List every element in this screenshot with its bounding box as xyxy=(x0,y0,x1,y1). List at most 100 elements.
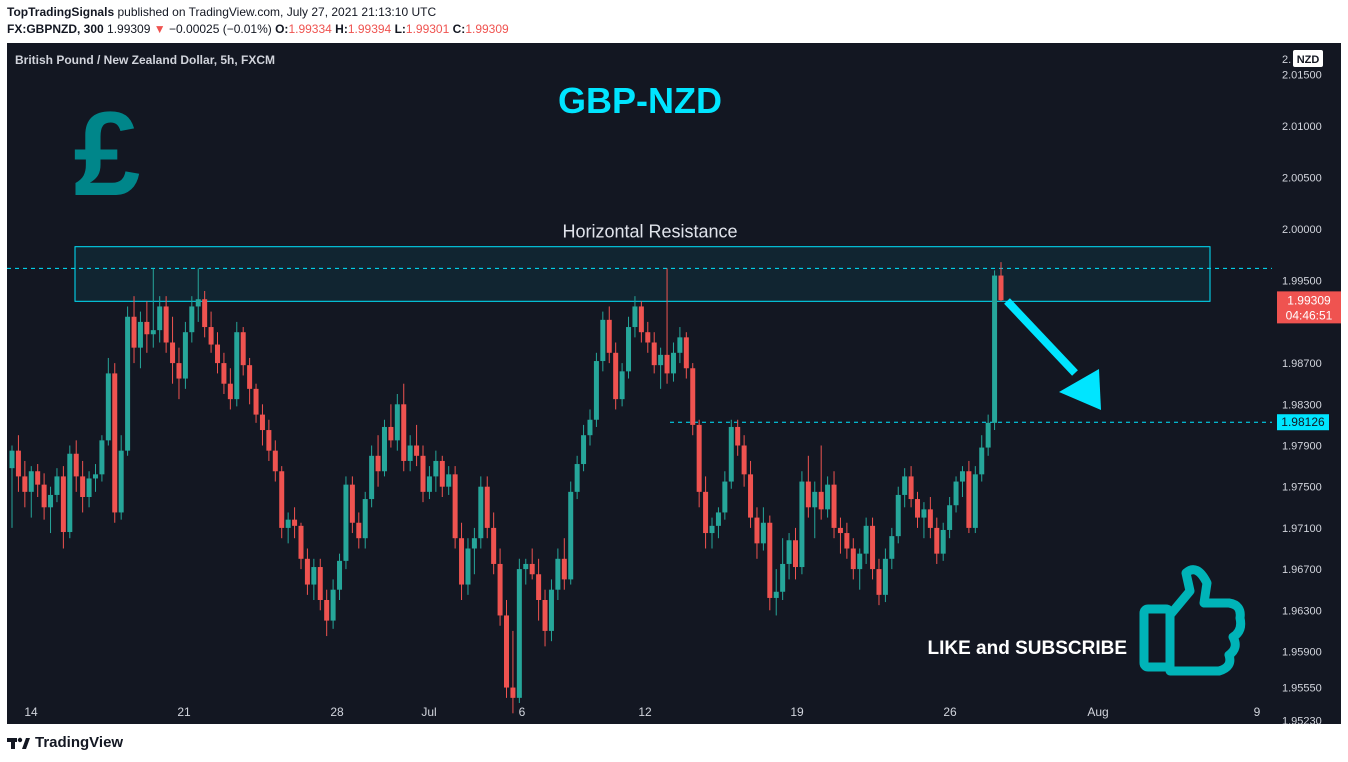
resistance-zone[interactable] xyxy=(74,246,1211,302)
candle xyxy=(844,522,850,559)
candle xyxy=(606,306,612,364)
candle xyxy=(362,491,368,549)
time-axis[interactable]: 14 21 28 Jul 6 12 19 26 Aug 9 xyxy=(24,705,1260,719)
countdown-label: 04:46:51 xyxy=(1286,308,1333,322)
candle xyxy=(298,522,304,570)
candle xyxy=(112,363,118,523)
candle xyxy=(542,589,548,647)
time-tick-label: Aug xyxy=(1087,705,1108,719)
price-tick-label: 1.95900 xyxy=(1282,647,1322,659)
candle xyxy=(67,445,73,539)
candle xyxy=(831,471,837,539)
chart-panel[interactable]: £ GBP-NZD British Pound / New Zealand Do… xyxy=(7,43,1341,728)
candle xyxy=(28,466,34,518)
symbol-label: FX:GBPNZD, 300 xyxy=(7,22,104,36)
candle xyxy=(818,445,824,520)
candle xyxy=(452,466,458,549)
candle xyxy=(491,512,497,575)
candle xyxy=(304,548,310,595)
time-tick-label: 19 xyxy=(790,705,804,719)
currency-badge[interactable] xyxy=(1293,50,1323,67)
time-tick-label: Jul xyxy=(421,705,436,719)
candle xyxy=(748,460,754,528)
candle xyxy=(22,460,28,508)
publisher-name[interactable]: TopTradingSignals xyxy=(7,5,115,19)
candle xyxy=(581,424,587,472)
published-text: published on TradingView.com, July 27, 2… xyxy=(117,5,437,19)
candle xyxy=(754,507,760,559)
candle xyxy=(478,476,484,549)
price-tick-label: 2.01000 xyxy=(1282,121,1322,133)
last-price-tag: 1.99309 04:46:51 xyxy=(1277,291,1341,324)
price-tick-label: 1.95550 xyxy=(1282,683,1322,695)
candle xyxy=(921,502,927,539)
candle xyxy=(940,522,946,561)
candle xyxy=(780,538,786,600)
candle xyxy=(484,476,490,539)
change-arrow-icon: ▼ xyxy=(153,22,166,36)
candle xyxy=(433,450,439,492)
candle xyxy=(266,419,272,461)
tradingview-logo[interactable]: TradingView xyxy=(7,734,123,751)
candle xyxy=(144,301,150,353)
candle xyxy=(137,311,143,369)
candle xyxy=(208,311,214,353)
candle xyxy=(215,332,221,374)
candle xyxy=(343,476,349,570)
candle xyxy=(587,409,593,446)
candle xyxy=(632,296,638,338)
candle xyxy=(234,321,240,407)
candle xyxy=(895,486,901,544)
candle xyxy=(15,435,21,492)
candle xyxy=(593,352,599,427)
candle xyxy=(677,327,683,364)
candle xyxy=(401,383,407,472)
candle xyxy=(388,404,394,448)
candle xyxy=(253,383,259,423)
candle xyxy=(953,476,959,513)
candle xyxy=(645,321,651,353)
candle xyxy=(889,527,895,570)
price-tick-label: 1.96300 xyxy=(1282,605,1322,617)
time-tick-label: 21 xyxy=(177,705,191,719)
candle xyxy=(311,558,317,600)
candle xyxy=(394,394,400,451)
candle xyxy=(510,630,516,714)
candle xyxy=(600,311,606,372)
tradingview-icon xyxy=(7,737,30,749)
resistance-label: Horizontal Resistance xyxy=(562,222,737,242)
candle xyxy=(548,579,554,642)
price-chart[interactable]: £ GBP-NZD British Pound / New Zealand Do… xyxy=(7,43,1341,728)
candle xyxy=(182,321,188,389)
target-price-label: 1.98126 xyxy=(1281,415,1325,429)
candle xyxy=(516,558,522,703)
price-tick-label: 1.96700 xyxy=(1282,564,1322,576)
candle xyxy=(651,332,657,374)
candle xyxy=(157,296,163,343)
candle xyxy=(272,440,278,482)
like-subscribe-text: LIKE and SUBSCRIBE xyxy=(927,638,1127,659)
close-value: 1.99309 xyxy=(465,22,509,36)
candle xyxy=(330,579,336,629)
candle xyxy=(356,512,362,549)
change-value: −0.00025 (−0.01%) xyxy=(169,22,272,36)
candle xyxy=(850,538,856,580)
candle xyxy=(349,476,355,534)
price-tick-label: 1.98300 xyxy=(1282,399,1322,411)
candle xyxy=(927,497,933,539)
price-tick-label: 2.00500 xyxy=(1282,173,1322,185)
candle xyxy=(915,491,921,528)
candle xyxy=(60,466,66,549)
candle xyxy=(741,435,747,487)
candle xyxy=(240,327,246,376)
candle xyxy=(471,527,477,575)
candle xyxy=(80,460,86,513)
candle xyxy=(690,363,696,436)
price-axis[interactable]: 2.01500 2.01000 2.00500 2.00000 1.99500 1.987… xyxy=(1282,70,1322,728)
candle xyxy=(170,316,176,384)
candle xyxy=(555,548,561,600)
candle xyxy=(523,558,529,585)
candle xyxy=(715,507,721,539)
price-tick-label: 1.95230 xyxy=(1282,716,1322,724)
price-tick-label: 1.97500 xyxy=(1282,482,1322,494)
